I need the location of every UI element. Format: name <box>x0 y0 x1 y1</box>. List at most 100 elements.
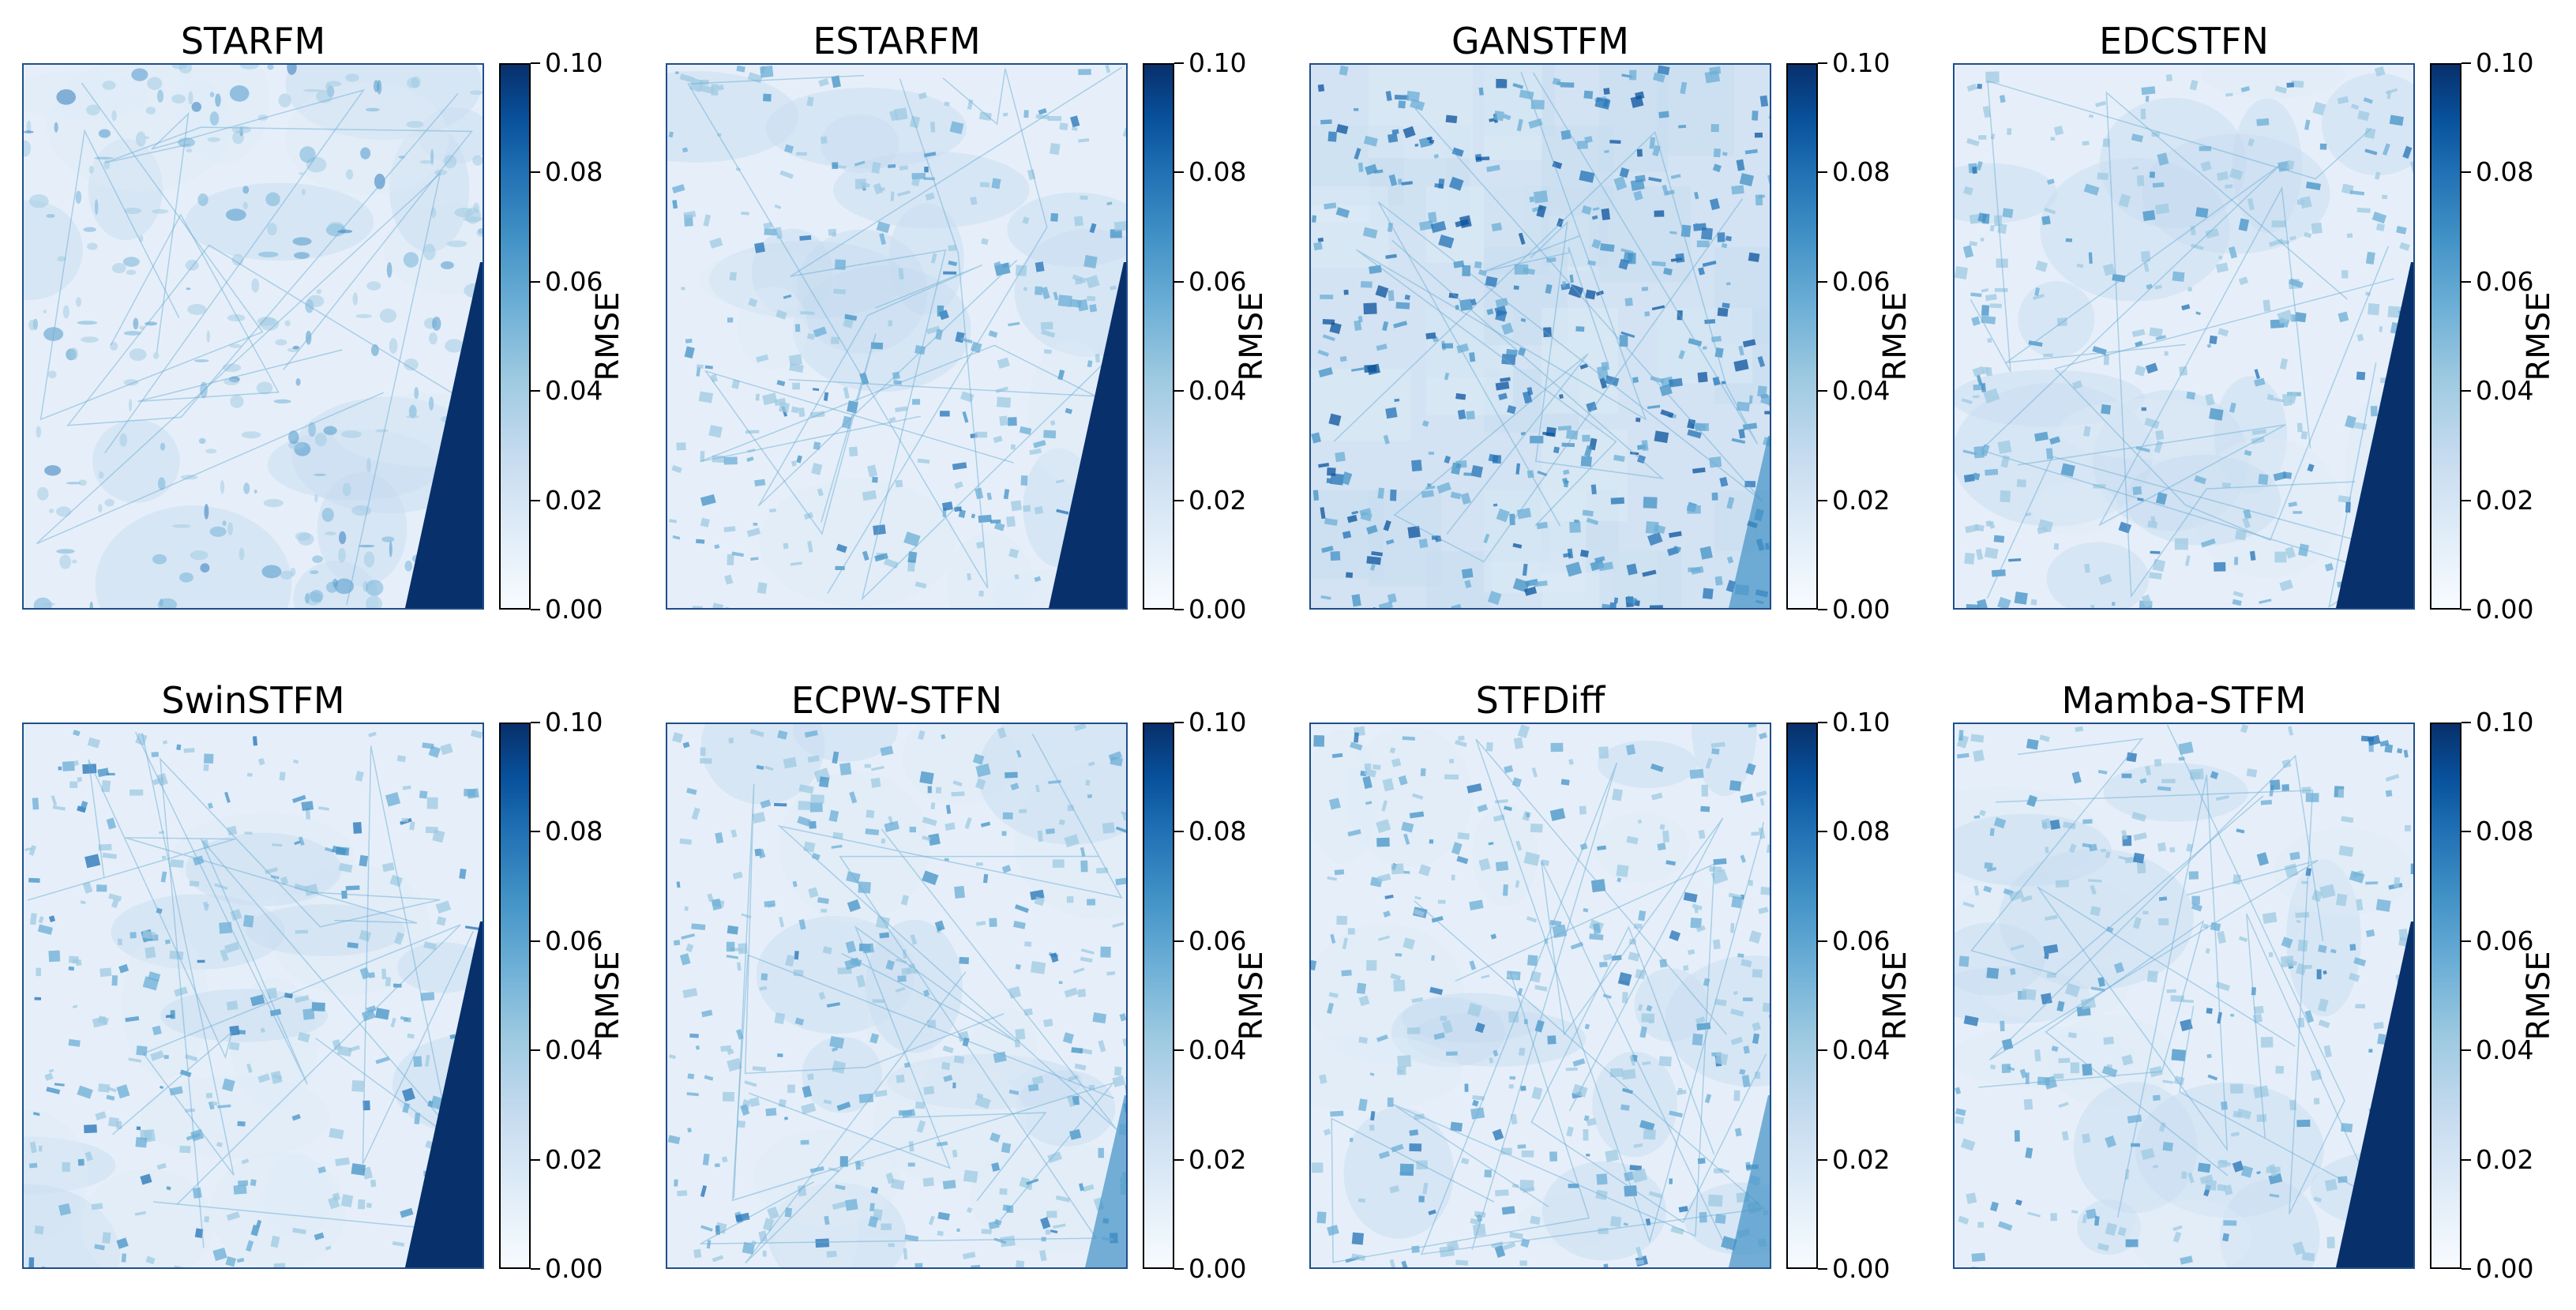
colorbar-tick <box>531 171 540 174</box>
panel-title: GANSTFM <box>1451 20 1629 62</box>
colorbar <box>1143 723 1174 1269</box>
colorbar-tick <box>531 1158 540 1161</box>
colorbar <box>499 723 531 1269</box>
colorbar-label: RMSE <box>1234 951 1270 1041</box>
colorbar-tick-label: 0.04 <box>1188 1034 1247 1066</box>
colorbar-tick <box>1818 280 1827 283</box>
colorbar <box>2430 723 2461 1269</box>
colorbar-tick <box>2461 62 2471 64</box>
colorbar-tick <box>2461 940 2471 942</box>
colorbar-label: RMSE <box>1877 291 1913 381</box>
colorbar-tick <box>1818 1158 1827 1161</box>
colorbar-tick <box>2461 609 2471 610</box>
colorbar-label: RMSE <box>1234 291 1270 381</box>
colorbar-tick-label: 0.06 <box>1832 265 1891 297</box>
panel-estarfm: ESTARFM 0.00 0.02 0.04 0.06 0.08 0.10 RMSE <box>666 17 1282 625</box>
colorbar <box>2430 63 2461 610</box>
colorbar-tick <box>1174 722 1184 723</box>
rmse-map-image <box>1953 723 2415 1269</box>
colorbar-tick <box>2461 1158 2471 1161</box>
colorbar-tick <box>1818 499 1827 501</box>
colorbar-tick <box>2461 1049 2471 1052</box>
panel-title: Mamba-STFM <box>2061 679 2307 722</box>
colorbar-tick-label: 0.04 <box>545 375 603 407</box>
colorbar-tick-label: 0.02 <box>2476 1143 2534 1175</box>
colorbar-tick-label: 0.08 <box>1188 156 1247 188</box>
colorbar-label: RMSE <box>2521 291 2557 381</box>
panel-title: STARFM <box>180 20 326 62</box>
panel-ganstfm: GANSTFM 0.00 0.02 0.04 0.06 0.08 0.10 RMSE <box>1309 17 1925 625</box>
panel-title: ECPW-STFN <box>790 679 1003 722</box>
colorbar-tick-label: 0.02 <box>545 1143 603 1175</box>
colorbar <box>1786 723 1818 1269</box>
panel-title: STFDiff <box>1475 679 1605 722</box>
colorbar-tick <box>2461 1268 2471 1270</box>
colorbar-tick <box>2461 280 2471 283</box>
colorbar-tick-label: 0.04 <box>2476 375 2534 407</box>
colorbar-tick <box>1818 722 1827 723</box>
colorbar-tick <box>2461 831 2471 833</box>
rmse-map-image <box>22 63 484 610</box>
colorbar-label: RMSE <box>590 951 626 1041</box>
colorbar-tick-label: 0.00 <box>1188 1253 1247 1284</box>
colorbar-label: RMSE <box>1877 951 1913 1041</box>
colorbar-tick-label: 0.04 <box>1832 375 1891 407</box>
colorbar-label: RMSE <box>2521 951 2557 1041</box>
colorbar-tick-label: 0.08 <box>1188 816 1247 847</box>
colorbar-tick-label: 0.08 <box>1832 816 1891 847</box>
colorbar-tick-label: 0.10 <box>545 47 603 78</box>
colorbar <box>1786 63 1818 610</box>
colorbar-tick <box>1818 831 1827 833</box>
colorbar-tick-label: 0.08 <box>1832 156 1891 188</box>
colorbar-tick-label: 0.08 <box>545 156 603 188</box>
panel-stfdiff: STFDiff 0.00 0.02 0.04 0.06 0.08 0.10 RMSE <box>1309 677 1925 1285</box>
colorbar-tick <box>1818 1049 1827 1052</box>
colorbar-tick-label: 0.00 <box>545 1253 603 1284</box>
colorbar-tick <box>1174 1268 1184 1270</box>
colorbar-tick-label: 0.10 <box>1832 47 1891 78</box>
colorbar-tick-label: 0.00 <box>1188 594 1247 625</box>
colorbar-tick <box>1818 171 1827 174</box>
colorbar-tick <box>2461 171 2471 174</box>
colorbar-tick-label: 0.06 <box>545 925 603 956</box>
colorbar-tick-label: 0.00 <box>2476 594 2534 625</box>
colorbar-tick <box>1818 390 1827 392</box>
colorbar-tick <box>2461 499 2471 501</box>
colorbar-tick <box>531 1049 540 1052</box>
colorbar-tick-label: 0.04 <box>545 1034 603 1066</box>
panel-title: EDCSTFN <box>2099 20 2269 62</box>
rmse-map-image <box>1953 63 2415 610</box>
colorbar-tick <box>2461 722 2471 723</box>
colorbar-tick-label: 0.08 <box>2476 816 2534 847</box>
colorbar-tick-label: 0.10 <box>2476 707 2534 738</box>
colorbar-tick-label: 0.10 <box>1832 707 1891 738</box>
colorbar-tick <box>531 940 540 942</box>
colorbar-tick-label: 0.00 <box>2476 1253 2534 1284</box>
colorbar-tick-label: 0.06 <box>545 265 603 297</box>
colorbar-tick-label: 0.02 <box>2476 484 2534 516</box>
colorbar-tick <box>1174 609 1184 610</box>
panel-starfm: STARFM 0.00 0.02 0.04 0.06 0.08 0.10 RMSE <box>22 17 638 625</box>
colorbar-tick <box>1174 1158 1184 1161</box>
panel-title: SwinSTFM <box>161 679 345 722</box>
colorbar-tick-label: 0.02 <box>1188 484 1247 516</box>
rmse-map-image <box>666 723 1128 1269</box>
colorbar-tick <box>1174 62 1184 64</box>
colorbar-tick <box>531 62 540 64</box>
colorbar-tick-label: 0.00 <box>1832 1253 1891 1284</box>
colorbar-tick-label: 0.04 <box>2476 1034 2534 1066</box>
rmse-map-image <box>1309 63 1771 610</box>
colorbar-tick <box>1174 940 1184 942</box>
colorbar-tick <box>531 280 540 283</box>
panel-mamba-stfm: Mamba-STFM 0.00 0.02 0.04 0.06 0.08 0.10 RMSE <box>1953 677 2569 1285</box>
colorbar-tick-label: 0.04 <box>1832 1034 1891 1066</box>
panel-ecpw-stfn: ECPW-STFN 0.00 0.02 0.04 0.06 0.08 0.10 RMSE <box>666 677 1282 1285</box>
panel-edcstfn: EDCSTFN 0.00 0.02 0.04 0.06 0.08 0.10 RMSE <box>1953 17 2569 625</box>
rmse-map-image <box>1309 723 1771 1269</box>
colorbar-tick <box>531 499 540 501</box>
rmse-map-image <box>666 63 1128 610</box>
colorbar-tick <box>531 831 540 833</box>
colorbar-tick <box>531 390 540 392</box>
colorbar-tick <box>1174 280 1184 283</box>
colorbar-tick-label: 0.10 <box>1188 47 1247 78</box>
